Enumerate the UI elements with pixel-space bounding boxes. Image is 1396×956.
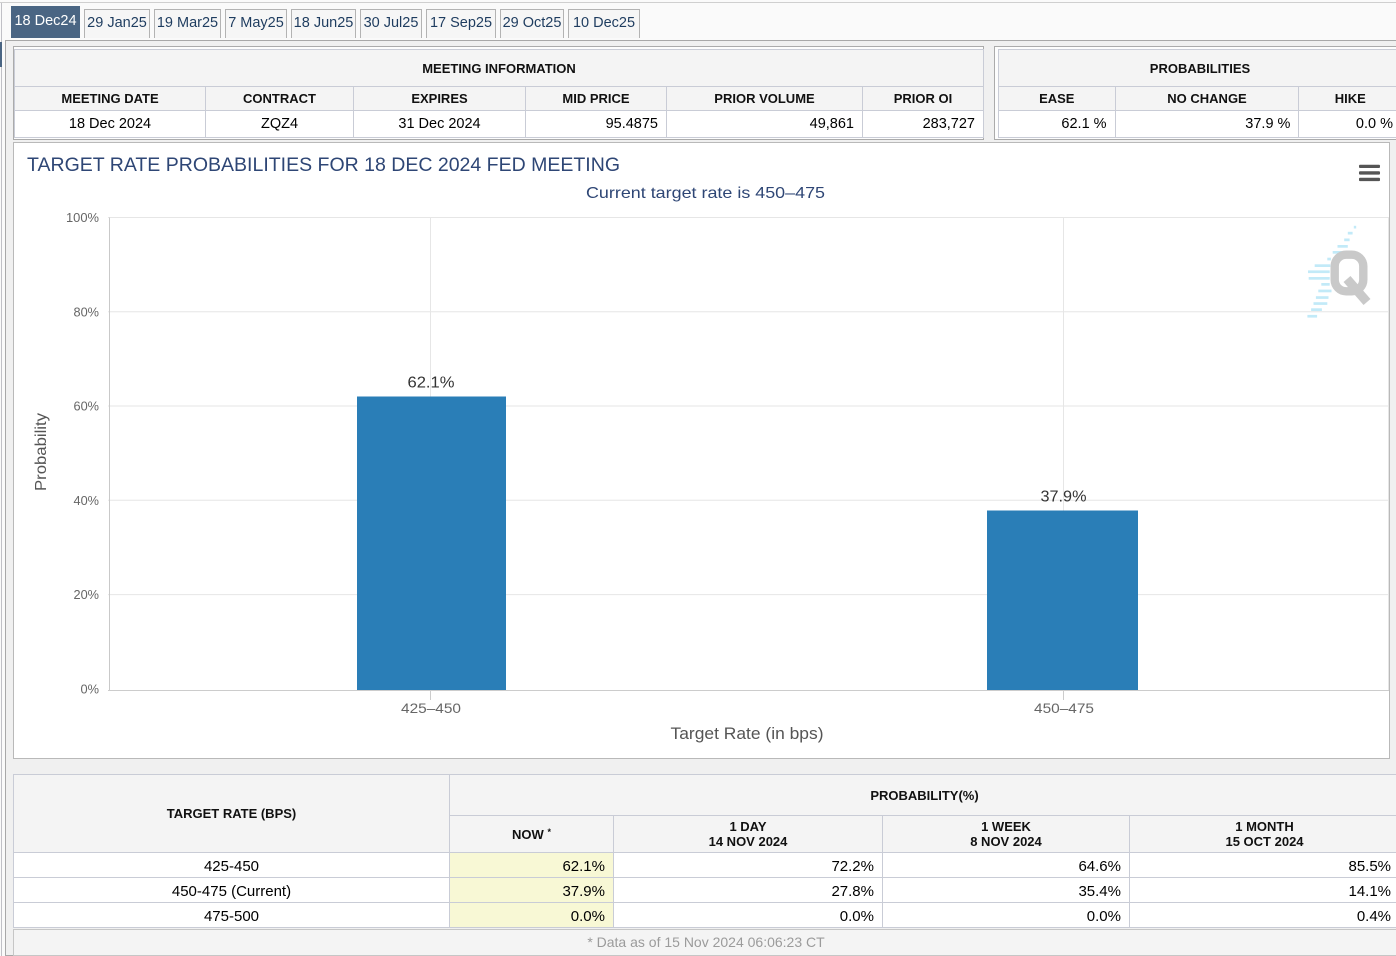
svg-text:100%: 100%: [66, 210, 99, 225]
svg-text:Target Rate (in bps): Target Rate (in bps): [671, 725, 824, 743]
svg-text:62.1%: 62.1%: [408, 375, 455, 392]
svg-text:20%: 20%: [74, 587, 100, 602]
svg-text:37.9%: 37.9%: [1041, 489, 1087, 506]
svg-text:425–450: 425–450: [401, 700, 461, 716]
svg-text:40%: 40%: [74, 493, 100, 508]
svg-text:Probability: Probability: [33, 413, 50, 491]
svg-text:80%: 80%: [74, 304, 100, 319]
svg-text:0%: 0%: [81, 681, 100, 696]
svg-text:Current target rate is 450–475: Current target rate is 450–475: [586, 185, 825, 202]
svg-text:450–475: 450–475: [1034, 700, 1094, 716]
svg-text:TARGET RATE PROBABILITIES FOR: TARGET RATE PROBABILITIES FOR 18 DEC 202…: [27, 155, 620, 176]
svg-text:60%: 60%: [74, 399, 100, 414]
